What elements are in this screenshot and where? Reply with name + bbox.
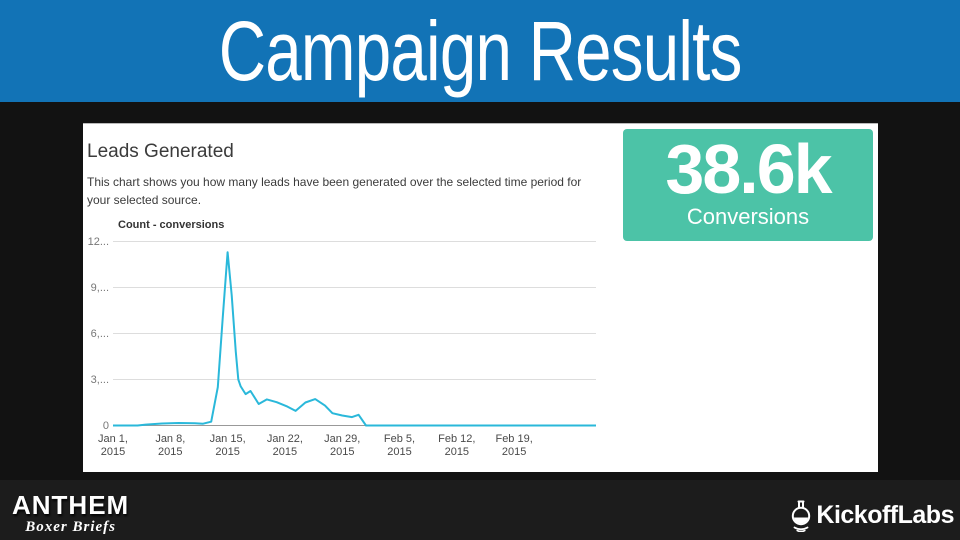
conversions-label: Conversions: [686, 204, 810, 229]
x-tick-label: Jan 29, 2015: [324, 433, 361, 458]
kickofflabs-logo: KickoffLabs: [789, 498, 954, 532]
kickofflabs-flask-icon: [792, 500, 811, 532]
y-tick-label: 0: [102, 419, 109, 432]
y-tick-label: 12...: [87, 235, 109, 248]
x-tick-label: Feb 5, 2015: [383, 433, 416, 458]
anthem-tagline: Boxer Briefs: [25, 519, 116, 535]
header-banner: Campaign Results: [0, 0, 960, 102]
anthem-logo: ANTHEM Boxer Briefs: [12, 492, 129, 536]
x-tick-label: Feb 19, 2015: [495, 433, 533, 458]
y-tick-label: 9,...: [90, 281, 109, 294]
report-card: Leads Generated This chart shows you how…: [83, 123, 878, 472]
report-title: Leads Generated: [87, 141, 234, 162]
x-tick-label: Jan 1, 2015: [98, 433, 128, 458]
report-description: This chart shows you how many leads have…: [87, 175, 582, 207]
series-legend-label: Count - conversions: [118, 219, 225, 231]
conversions-series-line: [113, 251, 596, 427]
conversions-value: 38.6k: [665, 130, 832, 208]
x-tick-label: Jan 22, 2015: [266, 433, 303, 458]
y-tick-label: 6,...: [90, 327, 109, 340]
page-title: Campaign Results: [218, 4, 743, 98]
anthem-wordmark: ANTHEM: [12, 490, 130, 520]
x-tick-label: Feb 12, 2015: [438, 433, 476, 458]
conversions-metric-card: 38.6k Conversions: [623, 129, 873, 241]
x-tick-label: Jan 8, 2015: [155, 433, 186, 458]
leads-line-chart[interactable]: [113, 241, 596, 431]
x-tick-label: Jan 15, 2015: [209, 433, 246, 458]
kickofflabs-wordmark: KickoffLabs: [816, 501, 954, 529]
y-tick-label: 3,...: [90, 373, 109, 386]
